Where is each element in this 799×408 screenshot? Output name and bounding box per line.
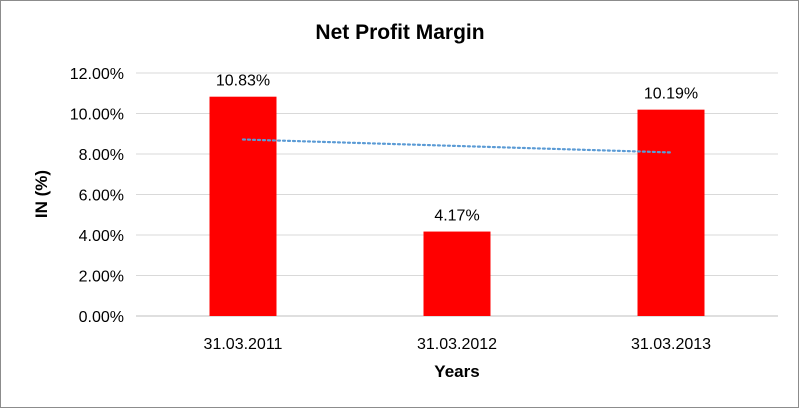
x-tick-label: 31.03.2012 [417,336,497,353]
data-labels: 10.83% 4.17% 10.19% [216,73,698,225]
bar [209,96,277,316]
y-tick-label: 4.00% [79,228,124,245]
bar [423,231,491,316]
bar [637,109,705,316]
bars [209,96,705,316]
trendline [241,138,673,154]
x-axis-ticks: 31.03.2011 31.03.2012 31.03.2013 [204,336,712,353]
x-tick-label: 31.03.2011 [204,336,283,353]
y-axis-title: IN (%) [32,170,51,218]
y-tick-label: 10.00% [70,107,124,124]
data-label: 10.19% [644,86,698,103]
data-label: 10.83% [216,73,270,90]
trendline-group [241,138,673,154]
data-label: 4.17% [434,208,479,225]
x-axis-title: Years [434,362,479,381]
y-tick-label: 6.00% [79,188,124,205]
y-tick-label: 12.00% [70,66,124,83]
y-tick-label: 2.00% [79,269,124,286]
chart-title: Net Profit Margin [315,21,484,44]
y-tick-label: 0.00% [79,309,124,326]
x-tick-label: 31.03.2013 [631,336,711,353]
y-axis-ticks: 0.00% 2.00% 4.00% 6.00% 8.00% 10.00% 12.00% [70,66,124,326]
y-tick-label: 8.00% [79,147,124,164]
